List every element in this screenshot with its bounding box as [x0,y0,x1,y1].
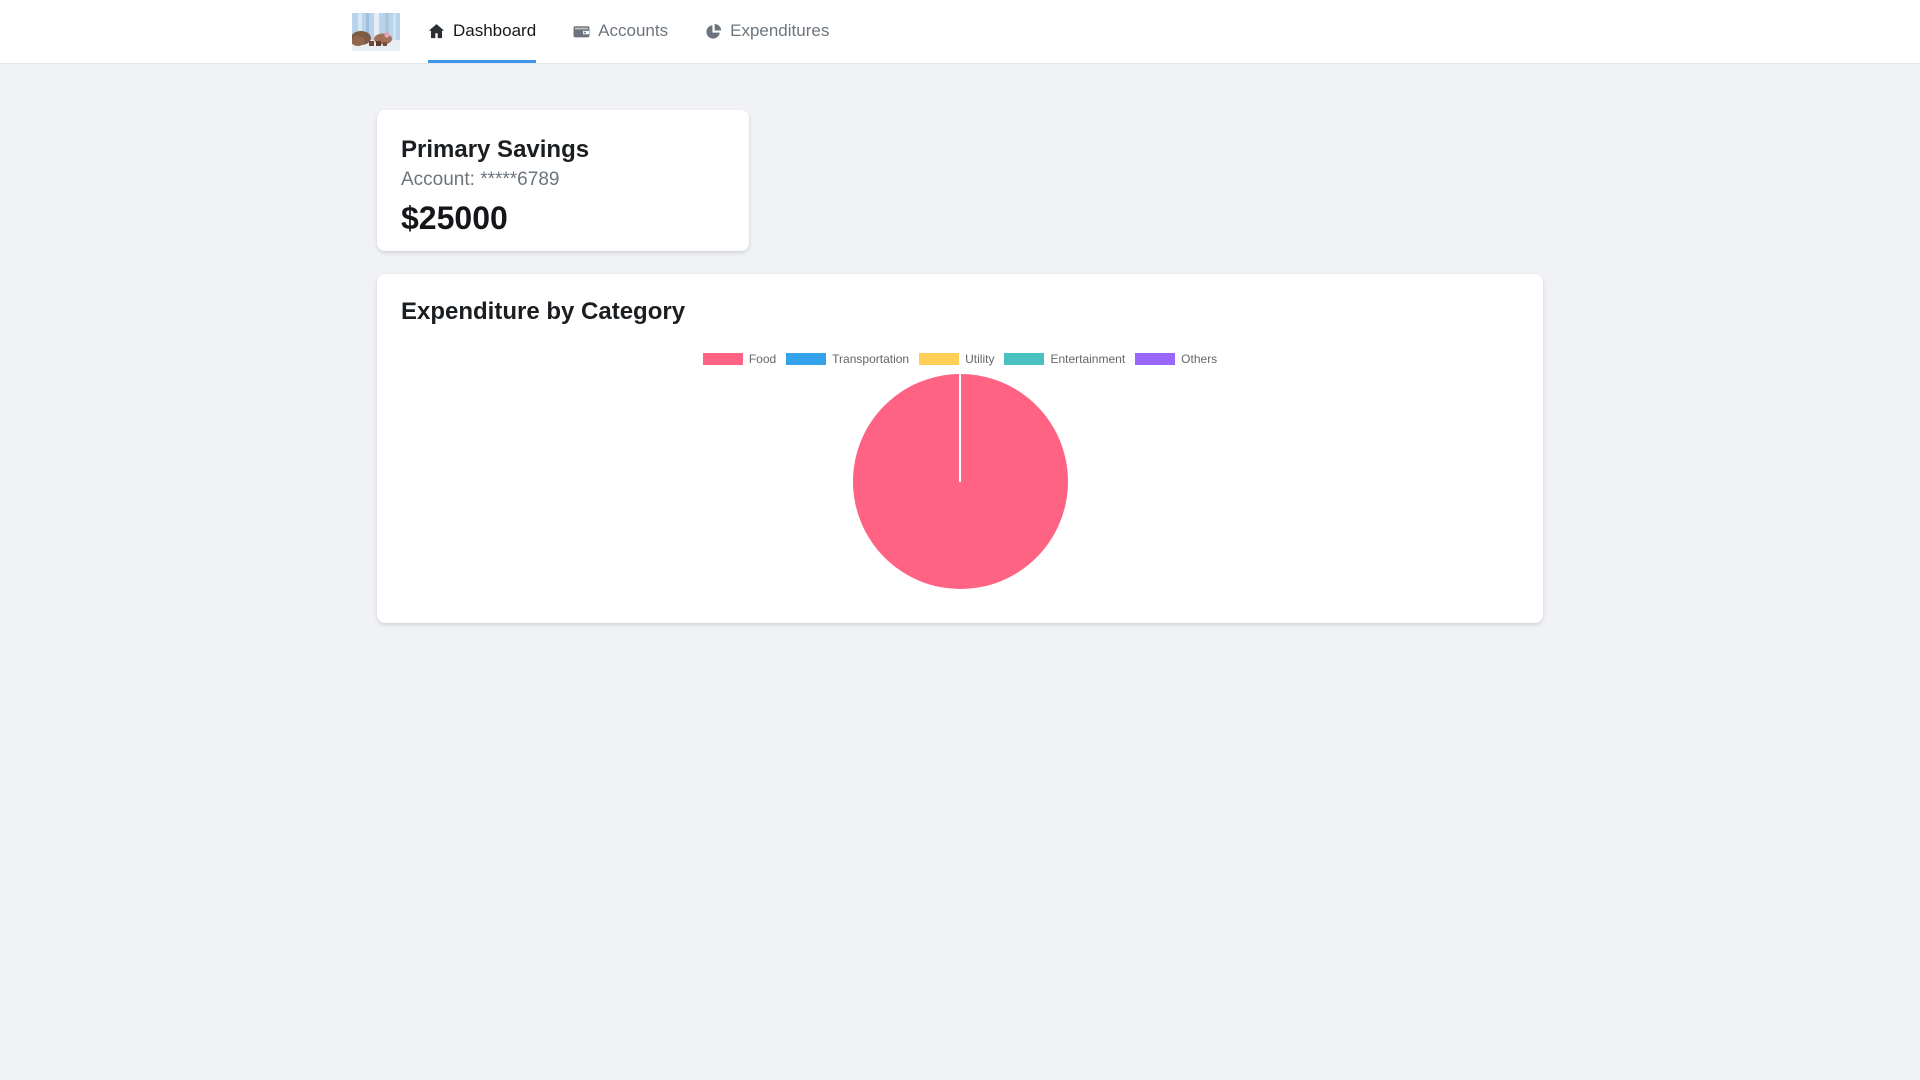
chart-title: Expenditure by Category [401,298,686,325]
legend-label: Others [1181,352,1218,366]
account-number: Account: *****6789 [401,169,560,190]
pie-chart-icon [705,23,722,40]
top-navbar: Dashboard Accounts [0,0,1920,64]
legend-label: Utility [965,352,995,366]
account-card-title: Primary Savings [401,136,590,163]
chart-area: Food Transportation Utility Entertainment Ot… [401,352,1519,589]
wallet-icon [573,23,590,40]
legend-swatch [786,353,827,365]
main-content: Primary Savings Account: *****6789 $2500… [377,64,1543,623]
tab-label: Dashboard [453,21,537,40]
legend-swatch [1135,353,1176,365]
legend-item-others[interactable]: Others [1135,352,1217,366]
pie-slice-border [959,374,961,482]
expenditure-chart-card: Expenditure by Category Food Transportati… [377,274,1543,623]
legend-item-food[interactable]: Food [702,352,777,366]
navbar-inner: Dashboard Accounts [352,0,1568,63]
account-summary-card: Primary Savings Account: *****6789 $2500… [377,110,749,251]
legend-swatch [702,353,743,365]
legend-item-transportation[interactable]: Transportation [786,352,909,366]
legend-item-entertainment[interactable]: Entertainment [1004,352,1125,366]
legend-swatch [919,353,960,365]
legend-label: Entertainment [1050,352,1126,366]
legend-label: Food [748,352,777,366]
home-icon [428,23,445,40]
chart-legend: Food Transportation Utility Entertainment Ot… [698,352,1222,366]
legend-swatch [1004,353,1045,365]
account-balance: $25000 [401,200,508,236]
logo-image[interactable] [352,12,400,51]
nav-tabs: Dashboard Accounts [428,0,866,63]
legend-label: Transportation [832,352,910,366]
tab-expenditures[interactable]: Expenditures [705,0,829,63]
tab-accounts[interactable]: Accounts [573,0,668,63]
legend-item-utility[interactable]: Utility [919,352,994,366]
tab-dashboard[interactable]: Dashboard [428,0,537,63]
tab-label: Expenditures [730,21,830,40]
logo-photo-graphic [352,12,400,51]
tab-label: Accounts [598,21,669,40]
pie-chart[interactable] [852,374,1068,589]
